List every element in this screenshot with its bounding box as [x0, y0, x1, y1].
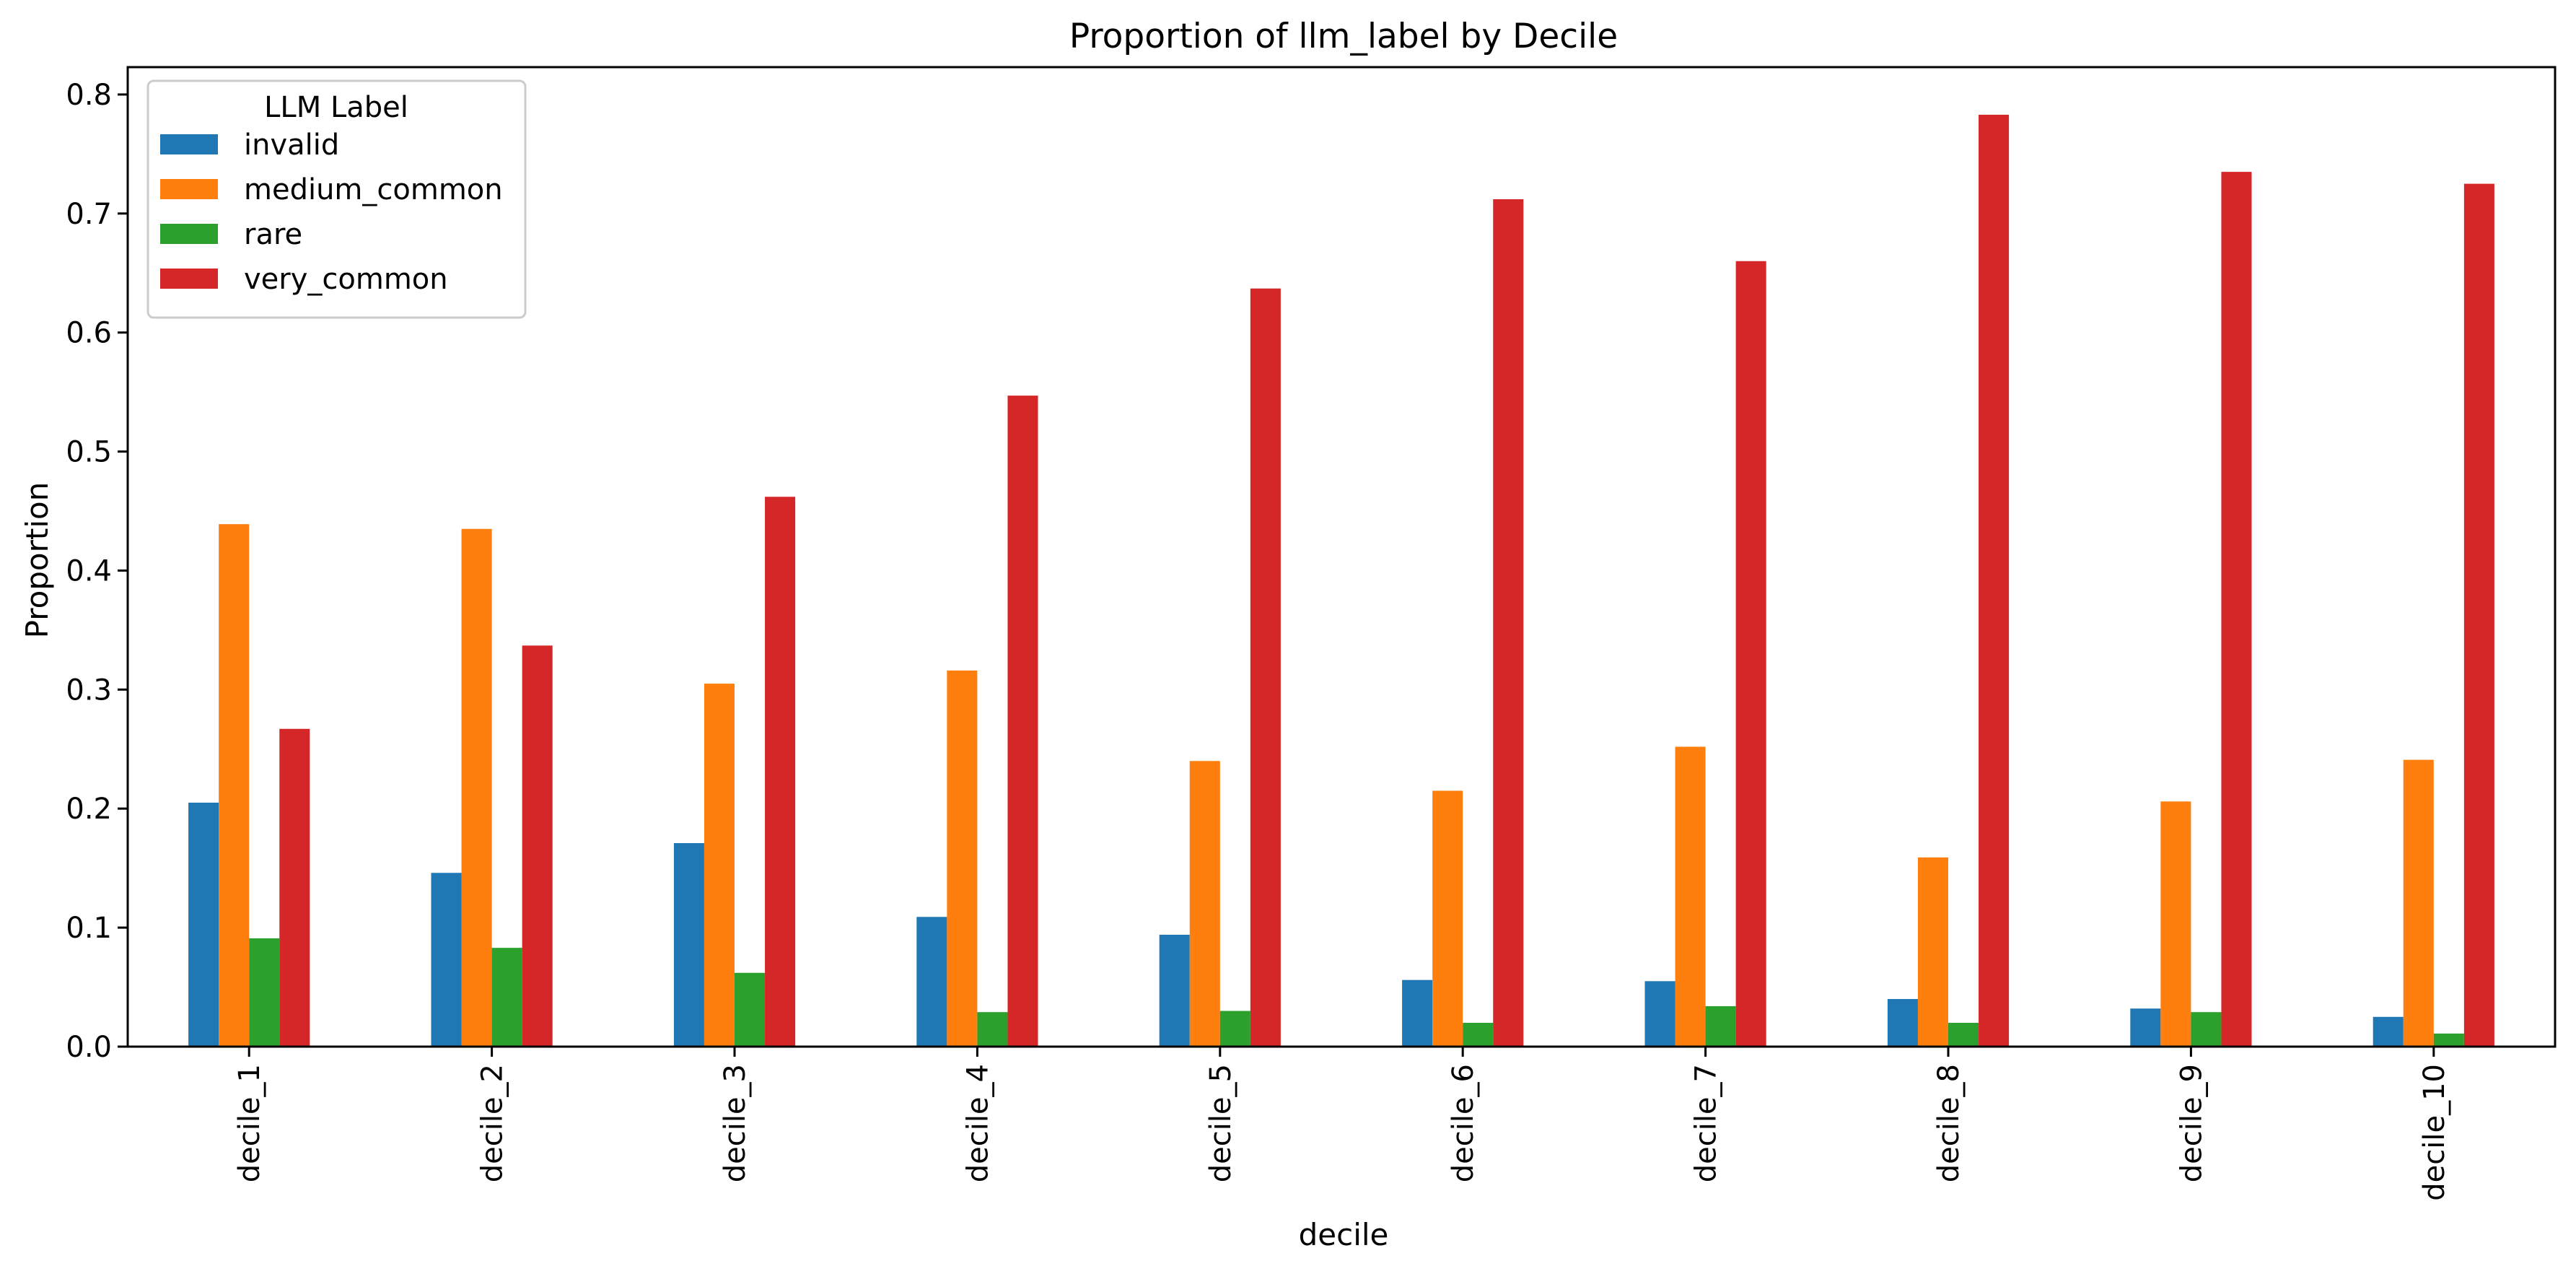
y-axis-title: Proportion: [19, 482, 55, 639]
bars-layer: [188, 114, 2494, 1047]
bar-invalid-decile_2: [431, 873, 462, 1047]
legend-swatch-medium_common: [160, 179, 218, 199]
y-tick-label: 0.7: [66, 198, 112, 231]
bar-invalid-decile_3: [673, 843, 704, 1047]
x-tick-label: decile_2: [476, 1064, 509, 1182]
x-tick-label: decile_3: [719, 1064, 752, 1182]
bar-invalid-decile_10: [2373, 1016, 2404, 1047]
bar-very_common-decile_5: [1250, 288, 1281, 1047]
x-axis-title: decile: [1299, 1217, 1389, 1252]
bar-rare-decile_2: [491, 948, 522, 1047]
x-tick-label: decile_4: [961, 1064, 994, 1182]
x-tick-label: decile_1: [233, 1064, 266, 1182]
bar-rare-decile_4: [977, 1012, 1008, 1047]
x-tick-label: decile_5: [1204, 1064, 1237, 1182]
y-axis: 0.0 0.1 0.2 0.3 0.4 0.5 0.6 0.7 0.8: [66, 79, 128, 1064]
legend-title: LLM Label: [264, 91, 408, 124]
bar-invalid-decile_1: [188, 802, 219, 1047]
bar-invalid-decile_5: [1159, 935, 1190, 1047]
bar-very_common-decile_7: [1735, 261, 1766, 1047]
bar-very_common-decile_1: [279, 728, 310, 1047]
y-tick-label: 0.3: [66, 673, 112, 707]
bar-invalid-decile_4: [916, 917, 947, 1047]
bar-medium_common-decile_4: [947, 670, 978, 1047]
bar-rare-decile_7: [1705, 1005, 1736, 1047]
x-tick-label: decile_10: [2418, 1064, 2451, 1201]
y-tick-label: 0.4: [66, 554, 112, 588]
bar-very_common-decile_2: [522, 645, 553, 1047]
bar-rare-decile_3: [735, 972, 766, 1047]
bar-very_common-decile_8: [1979, 114, 2010, 1047]
x-tick-label: decile_7: [1690, 1064, 1723, 1182]
y-tick-label: 0.1: [66, 912, 112, 945]
bar-very_common-decile_10: [2463, 183, 2494, 1047]
bar-medium_common-decile_9: [2160, 801, 2191, 1047]
bar-invalid-decile_7: [1644, 981, 1675, 1047]
legend-label-medium_common: medium_common: [244, 173, 503, 206]
bar-rare-decile_1: [249, 938, 280, 1047]
bar-very_common-decile_6: [1493, 199, 1524, 1047]
bar-very_common-decile_4: [1007, 396, 1038, 1047]
bar-very_common-decile_9: [2221, 172, 2252, 1047]
bar-medium_common-decile_7: [1675, 746, 1706, 1047]
x-tick-label: decile_9: [2175, 1064, 2208, 1182]
y-tick-label: 0.6: [66, 317, 112, 350]
y-tick-label: 0.8: [66, 79, 112, 112]
legend-label-rare: rare: [244, 218, 302, 251]
legend-swatch-invalid: [160, 134, 218, 154]
bar-very_common-decile_3: [765, 497, 796, 1047]
bar-medium_common-decile_5: [1189, 761, 1220, 1047]
x-axis: decile_1 decile_2 decile_3 decile_4 decile_5…: [233, 1047, 2451, 1201]
bar-invalid-decile_9: [2130, 1008, 2161, 1047]
bar-invalid-decile_6: [1402, 980, 1433, 1047]
x-tick-label: decile_6: [1447, 1064, 1480, 1182]
bar-medium_common-decile_6: [1432, 790, 1463, 1047]
legend-label-invalid: invalid: [244, 128, 339, 162]
bar-rare-decile_8: [1948, 1023, 1979, 1047]
legend-swatch-rare: [160, 224, 218, 244]
bar-invalid-decile_8: [1887, 999, 1918, 1047]
bar-rare-decile_6: [1463, 1023, 1494, 1047]
legend-swatch-very_common: [160, 269, 218, 289]
bar-medium_common-decile_3: [704, 684, 735, 1047]
x-tick-label: decile_8: [1932, 1064, 1966, 1182]
y-tick-label: 0.0: [66, 1031, 112, 1064]
plot-frame: [126, 66, 2557, 1048]
bar-rare-decile_10: [2433, 1033, 2464, 1047]
legend-frame: [146, 79, 527, 319]
bar-rare-decile_9: [2191, 1012, 2222, 1047]
bar-medium_common-decile_10: [2403, 759, 2434, 1047]
bar-medium_common-decile_8: [1917, 857, 1948, 1047]
chart-title: Proportion of llm_label by Decile: [1069, 17, 1618, 56]
legend-label-very_common: very_common: [244, 263, 448, 296]
bar-medium_common-decile_1: [219, 524, 250, 1047]
y-tick-label: 0.2: [66, 793, 112, 826]
y-tick-label: 0.5: [66, 436, 112, 469]
bar-medium_common-decile_2: [461, 528, 492, 1047]
bar-rare-decile_5: [1219, 1011, 1250, 1047]
